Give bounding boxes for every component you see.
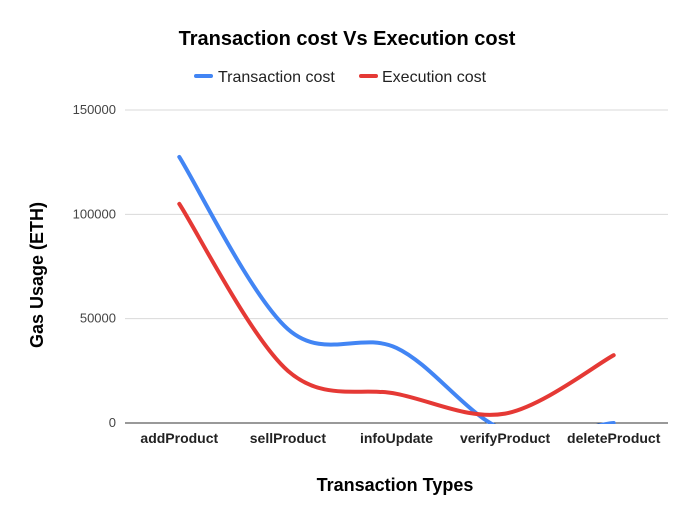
y-axis-ticks: 0 50000 100000 150000 bbox=[73, 102, 116, 430]
chart-title: Transaction cost Vs Execution cost bbox=[179, 28, 516, 50]
legend-label-transaction-cost: Transaction cost bbox=[218, 69, 335, 86]
x-category-label: deleteProduct bbox=[567, 430, 661, 446]
x-category-label: verifyProduct bbox=[460, 430, 551, 446]
gridlines bbox=[125, 109, 668, 424]
x-category-label: addProduct bbox=[140, 430, 218, 446]
y-tick-label: 50000 bbox=[80, 311, 116, 326]
x-category-label: sellProduct bbox=[250, 430, 327, 446]
legend: Transaction cost Execution cost bbox=[194, 69, 487, 86]
series-line-transaction-cost bbox=[177, 154, 616, 424]
y-tick-label: 0 bbox=[109, 415, 116, 430]
legend-label-execution-cost: Execution cost bbox=[382, 69, 487, 86]
x-axis-title: Transaction Types bbox=[317, 475, 474, 495]
y-tick-label: 150000 bbox=[73, 102, 116, 117]
x-axis-categories: addProduct sellProduct infoUpdate verifyPro… bbox=[140, 430, 660, 446]
y-tick-label: 100000 bbox=[73, 206, 116, 221]
x-category-label: infoUpdate bbox=[360, 430, 433, 446]
y-axis-title: Gas Usage (ETH) bbox=[27, 202, 47, 348]
series-line-execution-cost bbox=[177, 201, 616, 417]
series-lines bbox=[177, 154, 616, 424]
